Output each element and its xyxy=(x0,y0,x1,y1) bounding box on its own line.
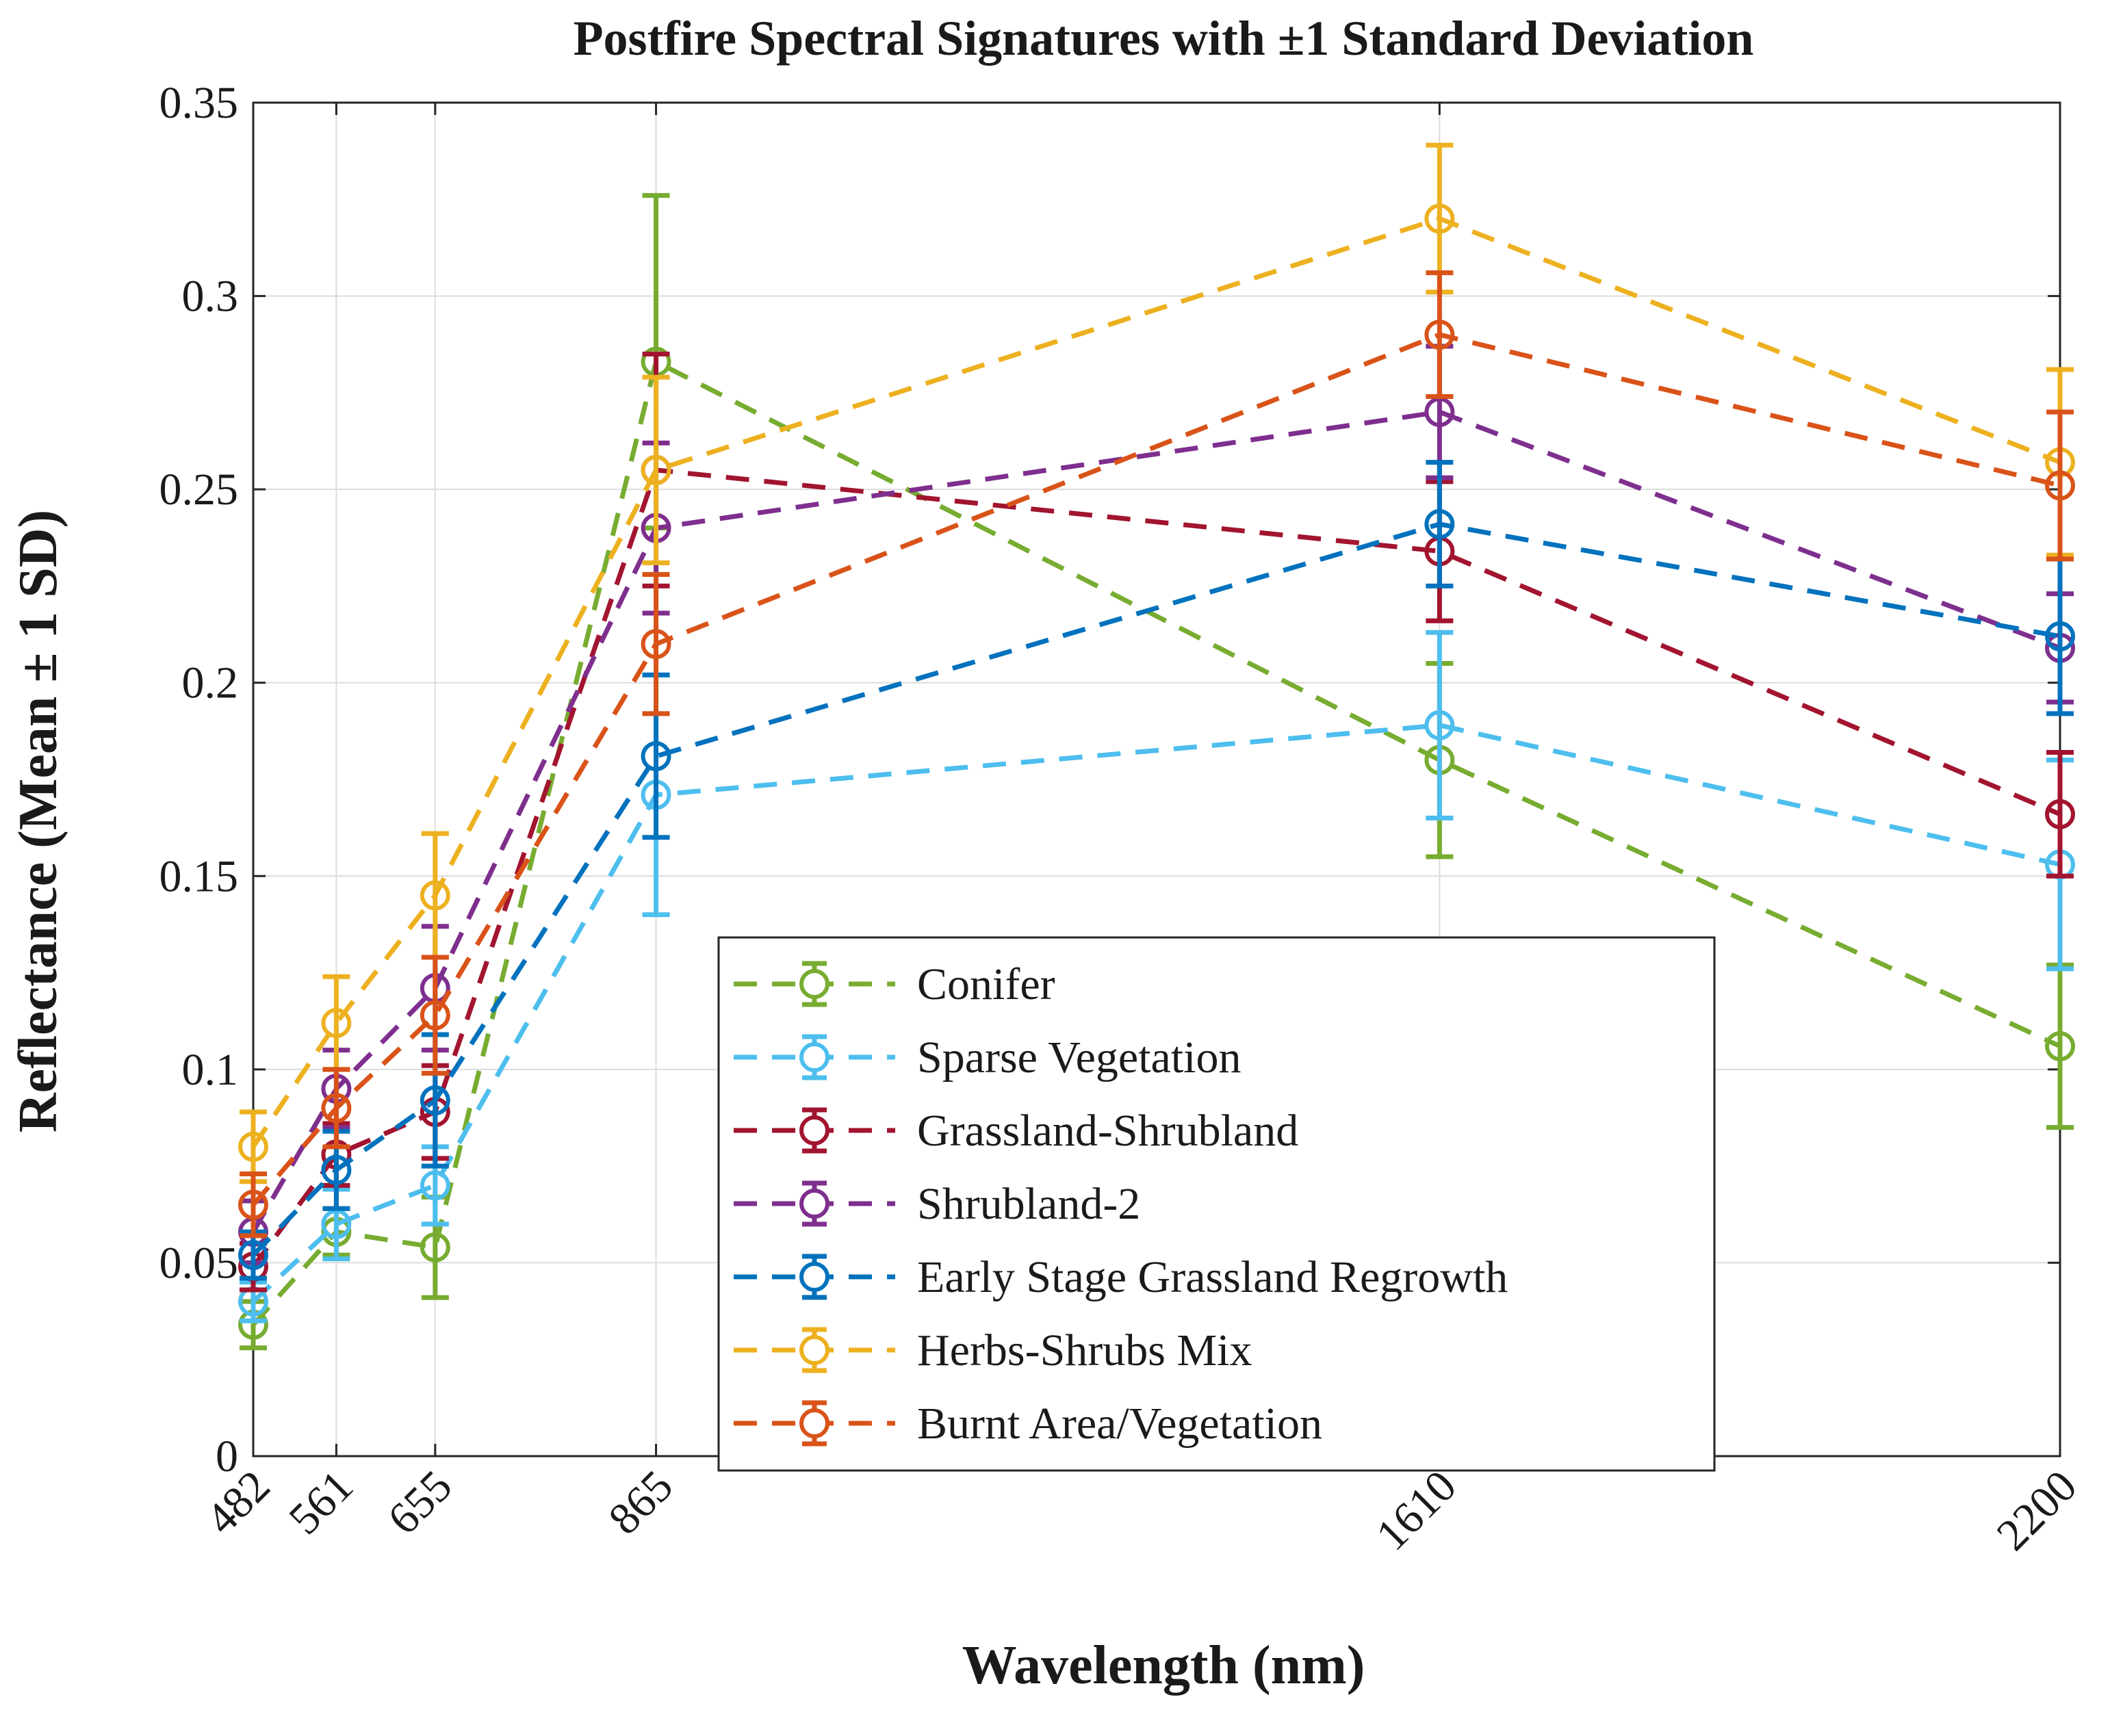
legend-label: Early Stage Grassland Regrowth xyxy=(917,1252,1508,1302)
data-point xyxy=(321,1154,352,1185)
data-point xyxy=(641,629,671,660)
legend-marker xyxy=(799,1115,829,1145)
series-line xyxy=(251,358,2061,1327)
legend-item: Herbs-Shrubs Mix xyxy=(734,1325,1252,1375)
data-point xyxy=(420,1085,450,1116)
data-point xyxy=(321,1208,352,1239)
legend-item: Grassland-Shrubland xyxy=(734,1106,1298,1156)
x-axis-label: Wavelength (nm) xyxy=(962,1635,1365,1696)
y-tick-label: 0.15 xyxy=(159,851,239,901)
data-point xyxy=(420,1170,450,1201)
data-point xyxy=(238,1131,268,1162)
data-point xyxy=(1424,710,1455,740)
series-line xyxy=(251,521,2061,1257)
data-point xyxy=(321,1093,352,1124)
legend-box xyxy=(717,936,1716,1472)
data-point xyxy=(2045,799,2075,829)
legend-marker xyxy=(799,1262,829,1292)
data-point xyxy=(2045,621,2075,651)
data-point xyxy=(1424,509,1455,540)
data-point xyxy=(1424,397,1455,428)
series-layer xyxy=(238,142,2075,1351)
legend-label: Shrubland-2 xyxy=(917,1179,1140,1229)
series-line xyxy=(251,216,2061,1148)
data-point xyxy=(321,1008,352,1039)
legend-label: Conifer xyxy=(917,959,1055,1009)
y-tick-label: 0.05 xyxy=(159,1238,239,1288)
chart-title: Postfire Spectral Signatures with ±1 Sta… xyxy=(574,11,1754,66)
legend-item: Burnt Area/Vegetation xyxy=(734,1399,1322,1449)
legend-label: Sparse Vegetation xyxy=(917,1033,1241,1083)
y-tick-label: 0 xyxy=(216,1431,238,1481)
legend-marker xyxy=(799,1189,829,1219)
series-line xyxy=(251,723,2061,1304)
data-point xyxy=(420,1000,450,1031)
data-point xyxy=(420,1232,450,1262)
data-point xyxy=(641,454,671,485)
data-point xyxy=(1424,203,1455,234)
legend-marker xyxy=(799,1042,829,1072)
data-point xyxy=(2045,470,2075,501)
data-point xyxy=(641,741,671,772)
data-point xyxy=(2045,1031,2075,1061)
legend-item: Sparse Vegetation xyxy=(734,1033,1241,1083)
legend-item: Conifer xyxy=(734,959,1055,1009)
y-tick-label: 0.25 xyxy=(159,465,239,515)
series-line xyxy=(251,332,2061,1206)
legend-marker xyxy=(799,1335,829,1365)
series-group xyxy=(238,460,2075,1281)
data-point xyxy=(1424,320,1455,350)
y-axis-label: Reflectance (Mean ± 1 SD) xyxy=(8,510,68,1132)
y-tick-label: 0.1 xyxy=(182,1045,239,1095)
series-group xyxy=(238,270,2075,1239)
y-tick-label: 0.35 xyxy=(159,78,239,128)
legend-label: Herbs-Shrubs Mix xyxy=(917,1325,1252,1375)
y-tick-label: 0.2 xyxy=(182,658,239,708)
legend-marker xyxy=(799,969,829,999)
y-tick-label: 0.3 xyxy=(182,272,239,322)
data-point xyxy=(238,1189,268,1220)
data-point xyxy=(238,1240,268,1271)
legend-marker xyxy=(799,1408,829,1438)
series-group xyxy=(238,630,2075,1323)
legend-label: Burnt Area/Vegetation xyxy=(917,1399,1322,1449)
legend-item: Early Stage Grassland Regrowth xyxy=(734,1252,1508,1302)
legend-label: Grassland-Shrubland xyxy=(917,1106,1298,1156)
legend-item: Shrubland-2 xyxy=(734,1179,1140,1229)
legend: Conifer Sparse Vegetation Grassland-Shrubl… xyxy=(717,936,1716,1472)
data-point xyxy=(420,880,450,911)
